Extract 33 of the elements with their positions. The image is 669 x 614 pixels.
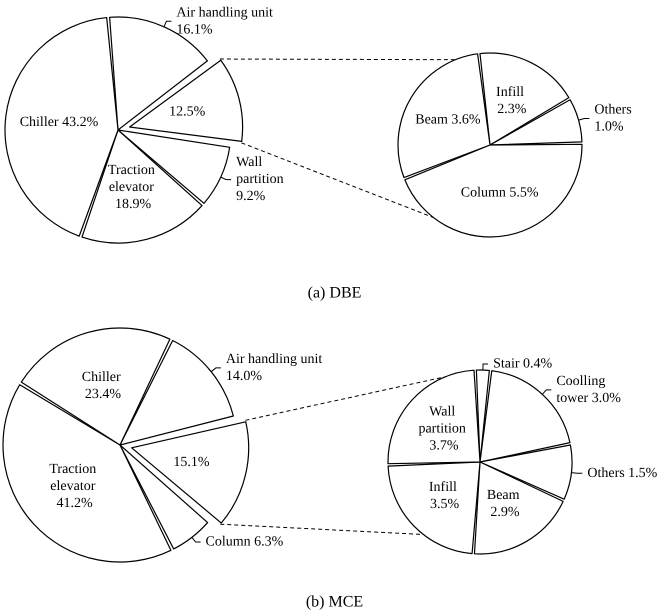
slice-label: Traction elevator — [49, 462, 100, 494]
data-label: 14.0% — [226, 368, 262, 384]
data-label: 23.4% — [84, 386, 122, 402]
slice-label: Beam 3.6% — [415, 112, 481, 128]
slice-label: Wall partition — [418, 404, 470, 436]
text: (b) MCE — [306, 594, 364, 610]
slice-label: Air handling unit — [176, 5, 276, 20]
slice-label: Beam — [486, 488, 524, 504]
slice-label: Infill — [496, 85, 528, 100]
data-label: 3.7% — [429, 438, 459, 454]
data-label: 41.2% — [56, 496, 93, 511]
data-label: 12.5% — [169, 104, 206, 120]
slice-label: Others 1.5% — [587, 466, 658, 481]
text: (a) DBE — [308, 284, 362, 302]
data-label: 2.9% — [490, 505, 520, 520]
slice-label: Column 6.3% — [206, 534, 284, 550]
slice-label: Others — [594, 102, 636, 118]
slice-label: Column 5.5% — [460, 186, 539, 201]
data-label: 2.3% — [497, 102, 527, 118]
slice-label: Air handling unit — [226, 352, 326, 367]
slice-label: Coolling tower 3.0% — [556, 374, 622, 406]
data-label: 3.5% — [430, 496, 460, 512]
slice-label: Chiller — [82, 370, 124, 385]
slice-label: Traction elevator — [108, 163, 158, 196]
data-label: 15.1% — [173, 454, 210, 470]
slice-label: Stair 0.4% — [493, 356, 553, 372]
data-label: 9.2% — [236, 189, 266, 204]
slice-label: Chiller 43.2% — [20, 115, 99, 130]
data-label: 18.9% — [115, 197, 152, 212]
data-label: 16.1% — [176, 22, 213, 38]
slice-label: Infill — [428, 480, 460, 495]
slice-label: Wall partition — [236, 155, 288, 188]
data-label: 1.0% — [594, 119, 624, 134]
